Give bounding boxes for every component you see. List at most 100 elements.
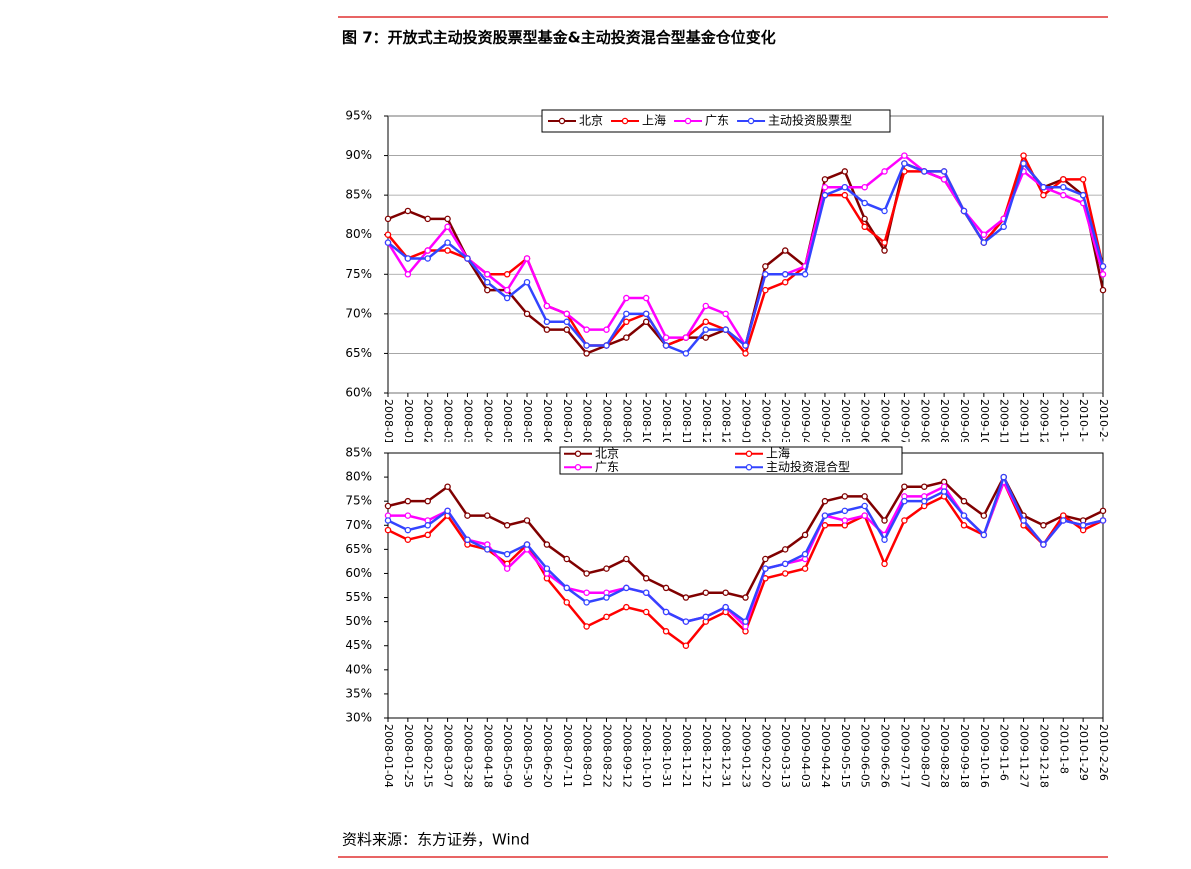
y-tick-label: 60% (345, 386, 372, 400)
point (841, 183, 849, 191)
point (821, 183, 829, 191)
x-tick-label: 2009-06-26 (879, 724, 892, 788)
legend-marker (574, 450, 582, 457)
point (444, 247, 451, 254)
x-tick-label: 2008-03-28 (461, 399, 474, 463)
point (404, 497, 412, 505)
y-tick-label: 95% (345, 109, 372, 123)
point (523, 517, 531, 524)
point (523, 255, 531, 262)
legend-label: 主动投资混合型 (766, 459, 850, 474)
y-tick-label: 85% (345, 188, 372, 202)
x-tick-label: 2010-2-26 (1097, 399, 1110, 456)
point (1040, 183, 1047, 191)
point (841, 191, 849, 199)
x-tick-label: 2010-1-8 (1057, 724, 1070, 774)
point (801, 531, 809, 539)
point (901, 497, 908, 505)
point (821, 497, 829, 505)
legend-marker (684, 117, 692, 125)
point (762, 263, 769, 270)
x-tick-label: 2010-1-8 (1057, 399, 1070, 449)
point (503, 550, 511, 558)
point (404, 512, 412, 519)
point (742, 594, 749, 601)
point (424, 497, 431, 505)
point (980, 239, 988, 246)
x-axis-labels: 2008-01-04 2008-01-25 2008-02-15 2008-03-07… (382, 399, 1110, 463)
x-tick-label: 2008-05-09 (501, 399, 514, 463)
point (940, 168, 948, 175)
legend-box (559, 446, 903, 475)
point (484, 271, 491, 278)
point (464, 536, 471, 543)
point (861, 183, 868, 191)
x-tick-label: 2009-11-27 (1018, 399, 1031, 463)
point (762, 286, 769, 294)
point (662, 628, 670, 635)
x-tick-label: 2008-07-11 (561, 724, 574, 788)
point (563, 318, 571, 326)
point (1060, 517, 1067, 524)
point (503, 286, 511, 294)
x-tick-label: 2008-10-10 (640, 724, 653, 788)
y-tick-label: 75% (345, 494, 372, 508)
point (424, 522, 431, 529)
point (444, 223, 451, 231)
x-tick-label: 2008-10-31 (660, 399, 673, 463)
x-tick-label: 2008-08-22 (600, 399, 613, 463)
x-tick-label: 2009-04-03 (799, 724, 812, 788)
point (444, 215, 451, 223)
point (781, 247, 789, 254)
point (861, 493, 868, 500)
point (980, 512, 988, 519)
point (1020, 517, 1027, 524)
x-tick-label: 2009-06-26 (879, 399, 892, 463)
point (1060, 183, 1067, 191)
x-tick-label: 2009-08-28 (938, 399, 951, 463)
point (1040, 191, 1047, 199)
x-tick-label: 2010-2-26 (1097, 724, 1110, 781)
point (623, 334, 630, 341)
x-tick-label: 2008-02-15 (422, 399, 435, 463)
chart: 60%65%70%75%80%85%90%95%2008-01-04 2008-0… (345, 109, 1110, 463)
point (821, 191, 829, 199)
point (583, 326, 590, 333)
point (563, 310, 571, 318)
point (781, 560, 789, 568)
point (543, 541, 551, 548)
point (623, 555, 630, 563)
point (583, 342, 590, 349)
point (801, 565, 809, 572)
point (682, 594, 690, 601)
point (662, 608, 670, 616)
x-tick-label: 2009-05-15 (839, 399, 852, 463)
point (603, 613, 610, 621)
point (1099, 286, 1107, 294)
source-note: 资料来源：东方证券，Wind (342, 831, 530, 849)
x-tick-label: 2009-04-24 (819, 724, 832, 788)
point (523, 278, 531, 286)
point (543, 302, 551, 310)
point (1020, 160, 1027, 167)
point (821, 512, 829, 519)
x-tick-label: 2008-01-04 (382, 724, 395, 788)
x-tick-label: 2009-12-18 (1037, 724, 1050, 788)
x-tick-label: 2008-06-20 (541, 724, 554, 788)
x-tick-label: 2010-1-29 (1077, 724, 1090, 781)
y-tick-label: 30% (345, 711, 372, 725)
point (702, 318, 710, 326)
point (960, 512, 968, 519)
point (384, 502, 392, 510)
legend-marker (574, 463, 582, 471)
point (742, 342, 749, 349)
y-tick-label: 35% (345, 686, 372, 700)
point (583, 589, 590, 596)
x-tick-label: 2009-05-15 (839, 724, 852, 788)
y-tick-label: 45% (345, 638, 372, 652)
point (1099, 507, 1107, 515)
point (801, 550, 809, 558)
point (781, 271, 789, 278)
x-tick-label: 2008-04-18 (481, 724, 494, 788)
x-tick-label: 2009-09-18 (958, 399, 971, 463)
